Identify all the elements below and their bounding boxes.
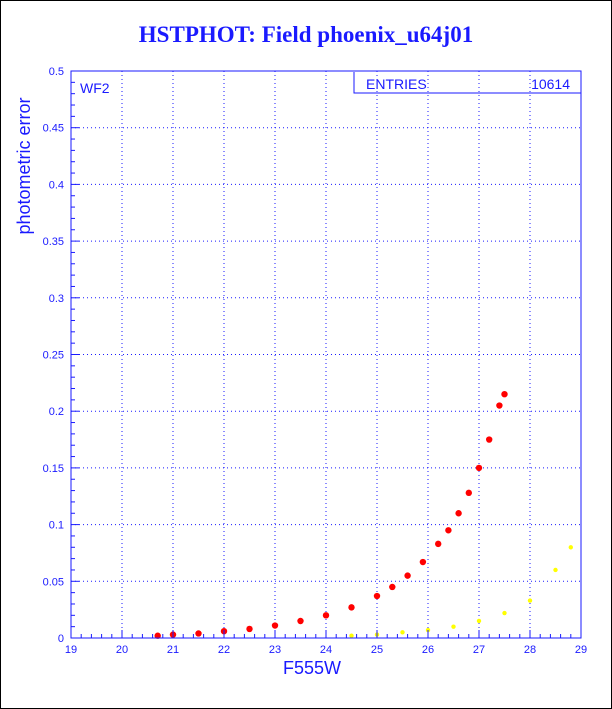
x-tick-label: 20 <box>116 644 128 656</box>
data-point <box>389 583 396 591</box>
y-tick-label: 0.5 <box>49 66 64 78</box>
data-point <box>435 540 442 548</box>
data-point <box>195 630 202 637</box>
data-point <box>373 592 381 600</box>
x-tick-label: 27 <box>473 644 485 656</box>
stats-box <box>353 72 581 94</box>
data-point <box>349 633 354 638</box>
x-tick-label: 28 <box>524 644 536 656</box>
y-tick-label: 0.1 <box>49 520 64 532</box>
y-tick-label: 0.45 <box>43 123 64 135</box>
data-point <box>400 630 405 635</box>
data-point <box>445 527 452 534</box>
y-tick-label: 0.15 <box>43 463 64 475</box>
stats-entries-value: 10614 <box>531 76 570 92</box>
data-point <box>348 604 355 611</box>
y-tick-label: 0.35 <box>43 236 64 248</box>
x-tick-label: 22 <box>218 644 230 656</box>
data-point <box>502 610 507 616</box>
axis-ticks: 19 20 21 22 23 24 25 26 27 28 29 0 0.05 0.1 0.15 0.2 0.2… <box>43 66 588 656</box>
data-point <box>404 572 411 579</box>
data-point <box>568 545 573 550</box>
grid-lines <box>71 71 581 638</box>
data-point <box>271 622 279 629</box>
data-points <box>154 390 573 639</box>
data-point <box>496 402 503 409</box>
data-point <box>297 617 304 625</box>
data-point <box>246 625 253 633</box>
x-tick-label: 25 <box>371 644 383 656</box>
data-point <box>154 632 161 639</box>
x-tick-label: 29 <box>575 644 587 656</box>
data-point <box>419 558 427 566</box>
data-point <box>486 436 493 443</box>
x-tick-label: 19 <box>65 644 77 656</box>
x-axis-label: F555W <box>283 658 341 678</box>
data-point <box>501 390 508 398</box>
y-tick-label: 0.2 <box>49 406 64 418</box>
data-point <box>465 489 472 497</box>
y-axis-label: photometric error <box>14 97 34 234</box>
data-point <box>322 612 330 619</box>
y-tick-label: 0.05 <box>43 576 64 588</box>
y-tick-label: 0.4 <box>49 179 64 191</box>
data-point <box>553 567 558 573</box>
y-tick-label: 0 <box>58 633 64 645</box>
secondary-series <box>349 545 573 638</box>
main-series <box>154 390 508 639</box>
data-point <box>476 618 482 624</box>
panel-label: WF2 <box>80 80 110 96</box>
stats-entries-label: ENTRIES <box>366 76 427 92</box>
data-point <box>475 464 483 472</box>
x-tick-label: 26 <box>422 644 434 656</box>
x-tick-label: 23 <box>269 644 281 656</box>
data-point <box>455 510 462 517</box>
y-tick-label: 0.25 <box>43 350 64 362</box>
x-tick-label: 24 <box>320 644 332 656</box>
data-point <box>451 624 456 629</box>
chart-title: HSTPHOT: Field phoenix_u64j01 <box>138 22 474 47</box>
data-point <box>527 598 533 603</box>
x-tick-label: 21 <box>167 644 179 656</box>
y-tick-label: 0.3 <box>49 293 64 305</box>
